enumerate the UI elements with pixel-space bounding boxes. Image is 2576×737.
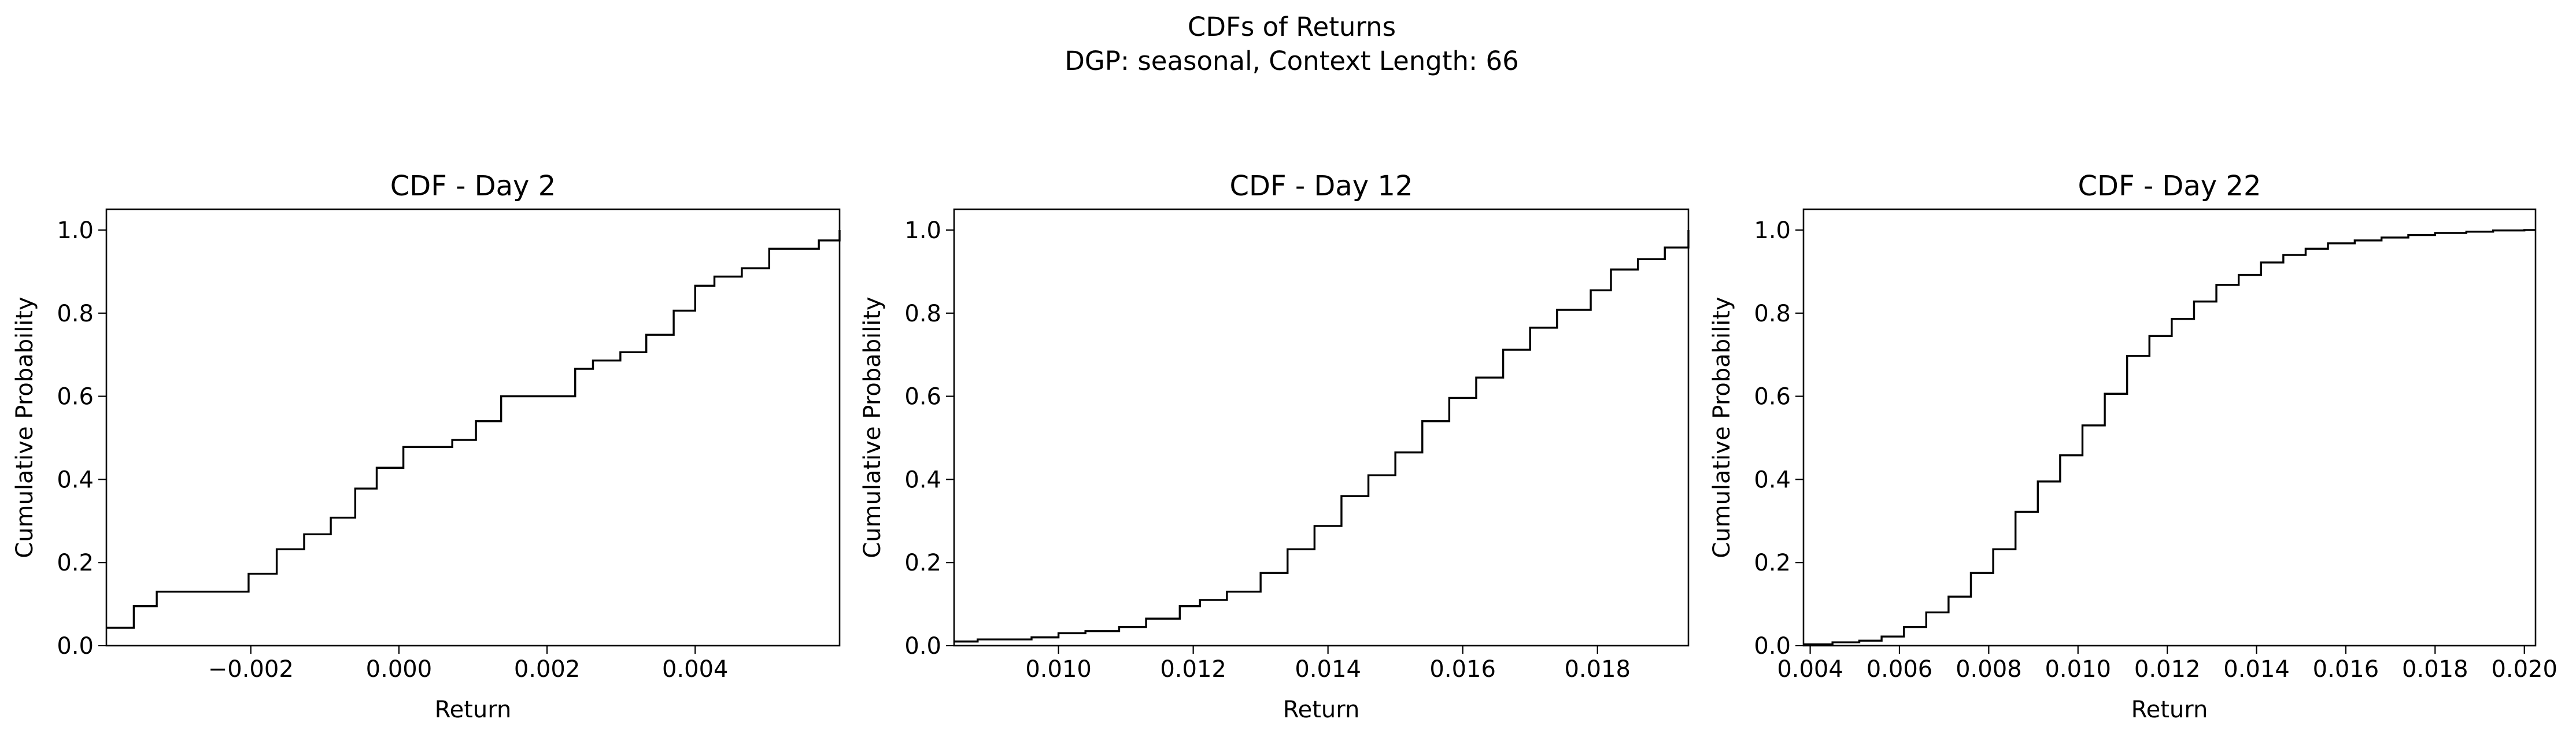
x-tick-label: 0.010 (2045, 656, 2111, 683)
x-axis-label: Return (2131, 697, 2208, 723)
y-tick-label: 1.0 (57, 217, 94, 244)
subplot-title: CDF - Day 2 (390, 170, 556, 202)
y-tick-label: 0.6 (904, 384, 941, 410)
y-tick-label: 0.0 (57, 633, 94, 660)
figure-title: CDFs of Returns (1188, 12, 1396, 42)
x-tick-label: 0.006 (1867, 656, 1933, 683)
subplot-2: 0.010 0.012 0.014 0.016 0.018 0.0 0.2 0.4 0.6 0.8… (859, 170, 1690, 723)
y-tick-label: 0.0 (1754, 633, 1791, 660)
y-tick-label: 0.2 (57, 550, 94, 576)
subplot-title: CDF - Day 12 (1229, 170, 1413, 202)
y-tick-label: 0.4 (904, 466, 941, 493)
cdf-step-line (954, 229, 1690, 643)
x-tick-label: 0.012 (2134, 656, 2201, 683)
y-tick-label: 0.8 (57, 301, 94, 327)
x-tick-label: 0.014 (2223, 656, 2290, 683)
x-tick-label: 0.012 (1160, 656, 1226, 683)
cdf-step-line (106, 229, 841, 629)
y-tick-label: 0.2 (1754, 550, 1791, 576)
x-tick-label: 0.008 (1956, 656, 2022, 683)
y-tick-label: 0.4 (57, 466, 94, 493)
y-tick-label: 0.2 (904, 550, 941, 576)
y-tick-label: 0.6 (57, 384, 94, 410)
y-tick-label: 0.6 (1754, 384, 1791, 410)
y-axis-label: Cumulative Probability (859, 297, 886, 558)
x-tick-label: 0.020 (2491, 656, 2557, 683)
y-tick-label: 0.0 (904, 633, 941, 660)
x-tick-label: 0.004 (662, 656, 729, 683)
plot-frame (1802, 208, 2537, 647)
subplot-3: 0.004 0.006 0.008 0.010 0.012 0.014 0.016 0.018… (1709, 170, 2557, 723)
x-tick-label: 0.010 (1025, 656, 1092, 683)
y-axis-label: Cumulative Probability (1709, 297, 1735, 558)
figure-subtitle: DGP: seasonal, Context Length: 66 (1065, 46, 1519, 76)
x-axis-label: Return (1283, 697, 1360, 723)
y-tick-label: 0.4 (1754, 466, 1791, 493)
x-tick-label: 0.002 (514, 656, 581, 683)
subplot-title: CDF - Day 22 (2078, 170, 2261, 202)
subplot-1: −0.002 0.000 0.002 0.004 0.0 0.2 0.4 0.6 0.8 1.0 C… (12, 170, 841, 723)
x-tick-label: 0.014 (1295, 656, 1361, 683)
x-axis-label: Return (435, 697, 512, 723)
y-tick-label: 0.8 (904, 301, 941, 327)
y-tick-label: 1.0 (1754, 217, 1791, 244)
plot-frame (105, 208, 841, 647)
x-tick-label: −0.002 (208, 656, 294, 683)
y-tick-label: 0.8 (1754, 301, 1791, 327)
y-tick-label: 1.0 (904, 217, 941, 244)
x-tick-label: 0.018 (2402, 656, 2468, 683)
plot-frame (953, 208, 1690, 647)
y-axis-label: Cumulative Probability (12, 297, 38, 558)
x-tick-label: 0.016 (1429, 656, 1496, 683)
x-tick-label: 0.016 (2313, 656, 2379, 683)
cdf-step-line (1803, 229, 2536, 646)
x-tick-label: 0.004 (1777, 656, 1843, 683)
x-tick-label: 0.018 (1564, 656, 1631, 683)
x-tick-label: 0.000 (366, 656, 433, 683)
